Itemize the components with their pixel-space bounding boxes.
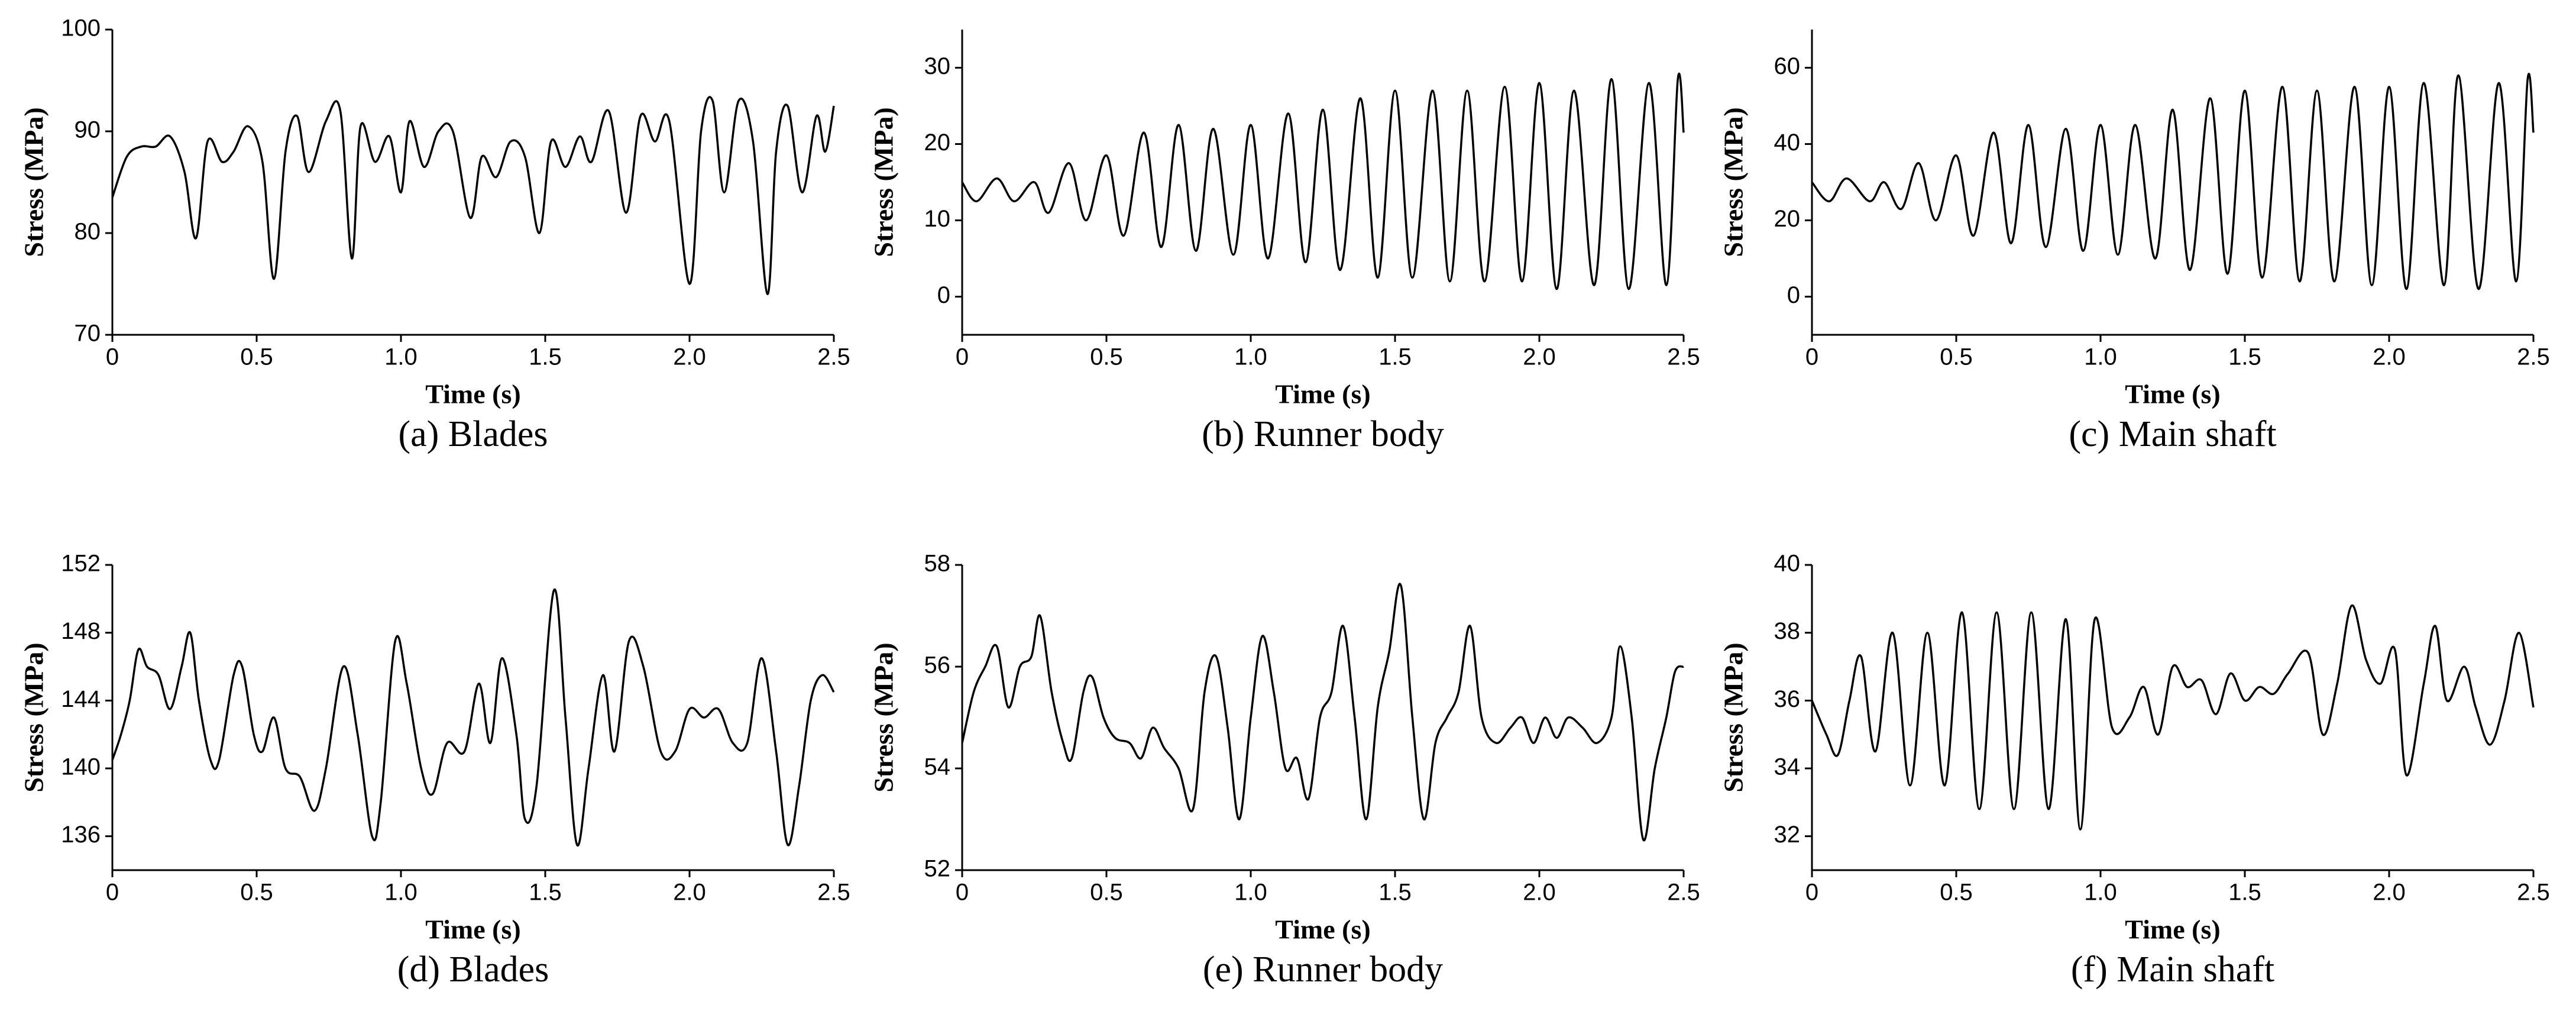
- y-tick-label: 140: [61, 754, 101, 780]
- y-tick-label: 80: [75, 219, 101, 245]
- y-tick-label: 100: [61, 15, 101, 41]
- panel: 70 80 90 100 0 0.5 1.0 1.5 2.0 2.5 Time (s) Stress …: [19, 15, 850, 455]
- panel: 0 20 40 60 0 0.5 1.0 1.5 2.0 2.5 Time (s) Stress (M…: [1719, 30, 2550, 454]
- y-axis-label: Stress (MPa): [1719, 642, 1749, 792]
- x-tick-label: 2.5: [2517, 344, 2550, 370]
- x-axis-label: Time (s): [1275, 915, 1370, 945]
- x-tick-label: 1.5: [1378, 880, 1412, 906]
- data-line: [111, 588, 835, 847]
- y-tick-label: 148: [61, 618, 101, 644]
- y-tick-label: 20: [924, 130, 951, 156]
- y-tick-label: 144: [61, 686, 101, 712]
- x-tick-label: 2.0: [2373, 344, 2406, 370]
- x-tick-label: 2.5: [2517, 880, 2550, 906]
- y-tick-label: 38: [1774, 618, 1801, 644]
- caption: (b) Runner body: [1202, 414, 1444, 454]
- panel: 32 34 36 38 40 0 0.5 1.0 1.5 2.0 2.5 Time (s) Stress…: [1719, 551, 2550, 990]
- y-axis-label: Stress (MPa): [869, 642, 899, 792]
- data-line: [1811, 605, 2535, 831]
- x-tick-label: 1.5: [529, 344, 562, 370]
- x-tick-label: 2.5: [817, 880, 850, 906]
- x-tick-label: 1.0: [1234, 880, 1267, 906]
- data-line: [111, 96, 835, 295]
- data-line: [961, 583, 1684, 842]
- x-tick-label: 1.5: [529, 880, 562, 906]
- caption: (d) Blades: [397, 949, 549, 990]
- x-tick-label: 1.0: [2084, 344, 2117, 370]
- y-tick-label: 30: [924, 53, 951, 79]
- x-axis-label: Time (s): [425, 915, 520, 945]
- x-tick-label: 2.5: [817, 344, 850, 370]
- x-tick-label: 1.0: [2084, 880, 2117, 906]
- x-tick-label: 0.5: [1940, 344, 1973, 370]
- y-tick-label: 136: [61, 822, 101, 848]
- panel: 0 10 20 30 0 0.5 1.0 1.5 2.0 2.5 Time (s) Stress (M…: [869, 30, 1700, 454]
- x-tick-label: 0.5: [1940, 880, 1973, 906]
- x-tick-label: 0.5: [240, 880, 273, 906]
- y-tick-label: 152: [61, 551, 101, 577]
- x-axis-label: Time (s): [425, 379, 520, 409]
- x-tick-label: 0.5: [1090, 344, 1123, 370]
- x-tick-label: 0.5: [240, 344, 273, 370]
- y-tick-label: 0: [937, 282, 950, 308]
- x-tick-label: 1.5: [1378, 344, 1412, 370]
- x-tick-label: 0: [106, 880, 119, 906]
- x-tick-label: 2.0: [673, 344, 706, 370]
- y-axis-label: Stress (MPa): [869, 107, 899, 257]
- x-tick-label: 0: [1805, 344, 1818, 370]
- y-tick-label: 54: [924, 754, 951, 780]
- y-tick-label: 58: [924, 551, 951, 577]
- x-axis-label: Time (s): [2125, 379, 2220, 409]
- y-axis-label: Stress (MPa): [19, 642, 49, 792]
- data-line: [1811, 73, 2535, 290]
- x-tick-label: 2.5: [1667, 880, 1700, 906]
- x-tick-label: 1.0: [384, 880, 418, 906]
- y-tick-label: 40: [1774, 130, 1801, 156]
- x-tick-label: 0: [1805, 880, 1818, 906]
- x-tick-label: 2.0: [2373, 880, 2406, 906]
- y-tick-label: 56: [924, 652, 951, 678]
- y-tick-label: 32: [1774, 822, 1801, 848]
- y-tick-label: 52: [924, 856, 951, 882]
- x-tick-label: 1.0: [384, 344, 418, 370]
- x-tick-label: 0: [956, 344, 969, 370]
- y-tick-label: 60: [1774, 53, 1801, 79]
- caption: (e) Runner body: [1203, 949, 1443, 990]
- y-axis-label: Stress (MPa): [1719, 107, 1749, 257]
- x-axis-label: Time (s): [2125, 915, 2220, 945]
- y-tick-label: 10: [924, 206, 951, 232]
- y-tick-label: 34: [1774, 754, 1801, 780]
- x-axis-label: Time (s): [1275, 379, 1370, 409]
- panel: 52 54 56 58 0 0.5 1.0 1.5 2.0 2.5 Time (s) Stress (…: [869, 551, 1700, 990]
- caption: (f) Main shaft: [2071, 949, 2274, 990]
- y-tick-label: 36: [1774, 686, 1801, 712]
- y-tick-label: 40: [1774, 551, 1801, 577]
- x-tick-label: 1.0: [1234, 344, 1267, 370]
- y-tick-label: 0: [1787, 282, 1800, 308]
- y-tick-label: 20: [1774, 206, 1801, 232]
- caption: (c) Main shaft: [2069, 414, 2276, 454]
- caption: (a) Blades: [398, 414, 548, 454]
- x-tick-label: 2.0: [1523, 880, 1556, 906]
- x-tick-label: 1.5: [2228, 880, 2261, 906]
- x-tick-label: 2.0: [673, 880, 706, 906]
- y-tick-label: 70: [75, 321, 101, 347]
- x-tick-label: 0: [956, 880, 969, 906]
- data-line: [961, 72, 1685, 290]
- x-tick-label: 2.5: [1667, 344, 1700, 370]
- x-tick-label: 2.0: [1523, 344, 1556, 370]
- x-tick-label: 1.5: [2228, 344, 2261, 370]
- x-tick-label: 0: [106, 344, 119, 370]
- panel: 136 140 144 148 152 0 0.5 1.0 1.5 2.0 2.5 Time (s) S…: [19, 551, 850, 990]
- y-tick-label: 90: [75, 117, 101, 143]
- y-axis-label: Stress (MPa): [19, 107, 49, 257]
- x-tick-label: 0.5: [1090, 880, 1123, 906]
